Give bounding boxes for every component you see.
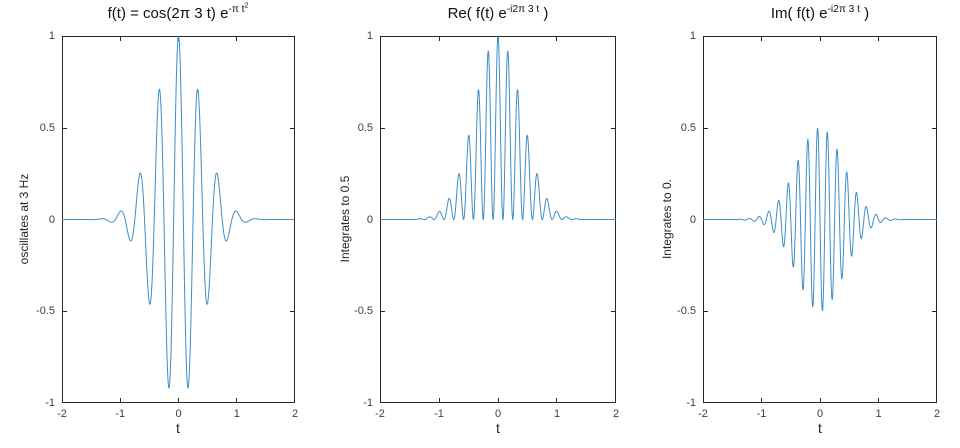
curve-path xyxy=(702,127,938,312)
x-tick-label: 0 xyxy=(175,408,182,420)
y-tick-label: 0 xyxy=(48,213,55,226)
x-tick-label: -2 xyxy=(698,408,708,420)
x-tick-label: 0 xyxy=(816,408,824,420)
x-tick-label: -2 xyxy=(375,408,385,420)
y-tick-label: 0.5 xyxy=(39,121,55,134)
x-tick-label: 2 xyxy=(291,408,299,420)
x-tick-label: 1 xyxy=(233,408,240,420)
y-tick-label: 0.5 xyxy=(357,121,373,134)
x-tick-label: -1 xyxy=(115,408,126,420)
curve-path xyxy=(379,35,617,220)
y-tick-label: -1 xyxy=(45,397,55,409)
x-tick-label: -2 xyxy=(57,408,67,420)
y-tick-label: -0.5 xyxy=(354,305,373,318)
y-tick-label: 0.5 xyxy=(680,121,696,134)
y-tick-label: 1 xyxy=(48,30,55,42)
y-tick-label: -0.5 xyxy=(36,305,55,318)
x-tick-label: 2 xyxy=(933,408,941,420)
plot-area xyxy=(379,35,617,403)
chart-title: Re( f(t) e-i2π 3 t ) xyxy=(447,4,549,22)
x-axis-label: t xyxy=(496,420,500,436)
y-tick-label: 0 xyxy=(366,213,373,226)
y-tick-label: -1 xyxy=(363,397,373,409)
chart-title: Im( f(t) e-i2π 3 t ) xyxy=(770,4,870,22)
x-tick-label: -1 xyxy=(756,408,767,420)
x-tick-label: 0 xyxy=(494,408,502,420)
x-tick-label: 1 xyxy=(553,408,561,420)
x-tick-label: 1 xyxy=(875,408,882,420)
x-axis-label: t xyxy=(176,420,180,436)
y-tick-label: 1 xyxy=(689,30,696,42)
chart-title: f(t) = cos(2π 3 t) e-π t2 xyxy=(107,2,249,22)
plot-area xyxy=(702,36,938,403)
y-tick-label: 0 xyxy=(689,213,696,226)
y-tick-label: -1 xyxy=(686,397,696,409)
plot-area xyxy=(61,35,296,403)
curve-path xyxy=(61,35,296,389)
y-tick-label: -0.5 xyxy=(677,305,696,318)
x-axis-label: t xyxy=(818,420,822,436)
y-tick-label: 1 xyxy=(366,30,373,42)
x-tick-label: 2 xyxy=(612,408,620,420)
x-tick-label: -1 xyxy=(434,408,444,420)
